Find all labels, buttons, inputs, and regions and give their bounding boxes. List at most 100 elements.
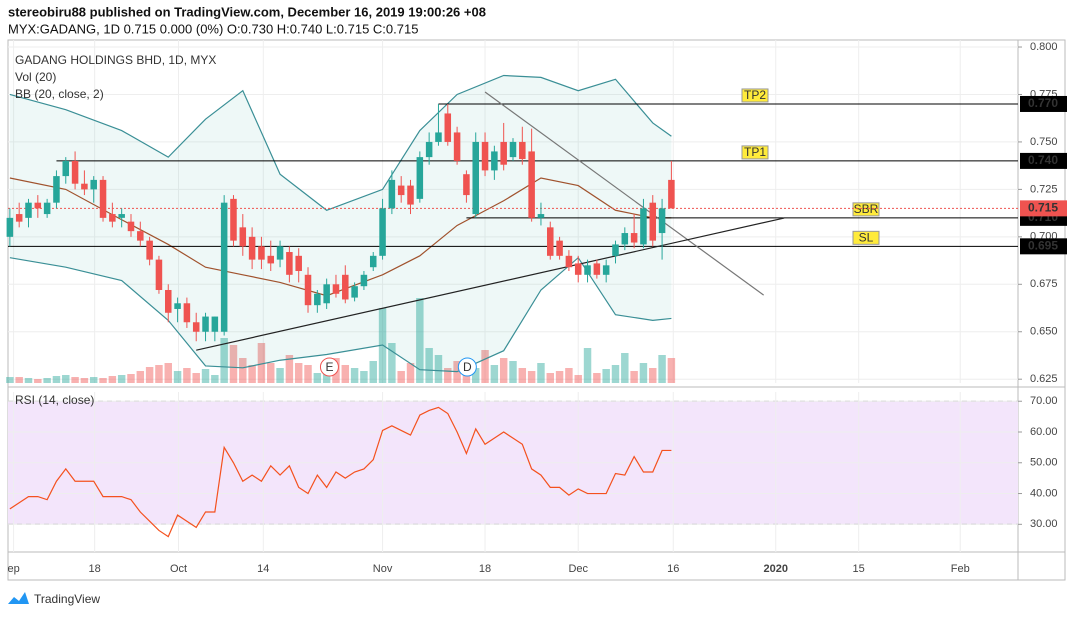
x-tick-label: 2020 (764, 563, 788, 575)
frame (7, 39, 1066, 581)
volume-bar (248, 365, 256, 383)
volume-bar (593, 373, 601, 383)
candle-body (668, 179, 675, 209)
rsi-line (9, 406, 672, 538)
level-tag-text: TP1 (744, 145, 766, 159)
candle-body (602, 265, 610, 275)
volume-bar (15, 377, 23, 383)
event-marker (319, 357, 339, 377)
x-tick-label: Nov (373, 563, 393, 575)
rsi-tick-label: 70.00 (1030, 395, 1058, 407)
volume-bar (304, 365, 312, 383)
candle-body (62, 160, 70, 177)
volume-bar (155, 365, 163, 383)
bb-fill (9, 75, 672, 372)
candle-body (286, 252, 293, 275)
volume-bar (555, 371, 564, 383)
level-price: 0.770 (1028, 96, 1058, 110)
candle-body (239, 227, 247, 247)
volume-bar (667, 358, 676, 383)
candle-body (127, 221, 135, 232)
brand: TradingView (34, 592, 100, 606)
volume-bar (52, 376, 61, 383)
trendline (484, 91, 764, 296)
level-price-box (1020, 152, 1067, 169)
volume-bar (621, 353, 629, 383)
candle-body (192, 322, 200, 332)
volume-bar (220, 338, 228, 383)
candle-body (509, 141, 517, 158)
x-tick-label: Oct (170, 563, 187, 575)
volume-bar (192, 373, 200, 383)
candle-body (137, 231, 144, 241)
volume-bar (6, 377, 14, 383)
candle-body (174, 303, 181, 309)
candle-body (323, 284, 330, 304)
volume-bar (71, 377, 79, 383)
symbol-line: MYX:GADANG, 1D 0.715 0.000 (0%) O:0.730 … (8, 21, 418, 36)
candle-body (491, 151, 498, 171)
volume-bar (649, 368, 657, 383)
volume-bar (602, 369, 610, 383)
event-label: D (463, 360, 472, 374)
candle-body (649, 202, 657, 241)
y-tick-label: 0.625 (1030, 373, 1058, 385)
volume-bar (24, 378, 33, 383)
volume-bar (369, 361, 377, 383)
candle-body (593, 263, 601, 275)
candle-body (621, 233, 629, 245)
volume-bar (108, 376, 117, 383)
volume-bar (565, 368, 573, 383)
candle-body (276, 246, 284, 260)
volume-bar (434, 355, 443, 383)
volume-bar (509, 361, 517, 383)
x-tick-label: 16 (667, 563, 679, 575)
volume-bar (136, 371, 145, 383)
volume-bar (397, 371, 405, 383)
level-tag (852, 202, 880, 217)
level-price: 0.695 (1028, 239, 1058, 253)
volume-bar (173, 371, 182, 383)
candle-body (342, 274, 349, 300)
candle-body (584, 265, 591, 275)
candle-body (304, 274, 312, 306)
candle-body (15, 214, 23, 222)
volume-bar (239, 358, 247, 383)
candle-body (146, 240, 153, 260)
volume-bar (62, 375, 70, 383)
volume-bar (537, 363, 545, 383)
volume-bar (211, 375, 219, 383)
pane-title: GADANG HOLDINGS BHD, 1D, MYX (15, 53, 216, 67)
x-tick-label: 18 (479, 563, 491, 575)
candle-body (118, 214, 125, 218)
volume-bar (145, 367, 154, 383)
level-tag (852, 230, 880, 245)
candle-body (519, 141, 526, 160)
bb-label: BB (20, close, 2) (15, 87, 104, 101)
volume-bar (89, 377, 98, 383)
event-label: E (325, 360, 333, 374)
candle-body (369, 255, 377, 268)
volume-bar (639, 363, 648, 383)
x-tick-label: Feb (951, 563, 970, 575)
candle-body (211, 316, 219, 332)
candle-body (388, 179, 396, 209)
x-tick-label: ep (7, 563, 19, 575)
bb-upper (9, 74, 672, 211)
rsi-tick-label: 40.00 (1030, 487, 1058, 499)
x-tick-label: 15 (853, 563, 865, 575)
volume-label: Vol (20) (15, 70, 56, 84)
candle-body (202, 316, 209, 332)
rsi-tick-label: 60.00 (1030, 426, 1058, 438)
volume-bar (285, 355, 294, 383)
candle-body (81, 183, 88, 190)
candle-body (640, 208, 647, 245)
candle-body (565, 255, 573, 268)
x-tick-label: 18 (89, 563, 101, 575)
volume-bar (611, 365, 620, 383)
candle-body (248, 236, 256, 260)
volume-bar (658, 355, 666, 383)
volume-bar (630, 371, 638, 383)
candle-body (444, 113, 452, 142)
